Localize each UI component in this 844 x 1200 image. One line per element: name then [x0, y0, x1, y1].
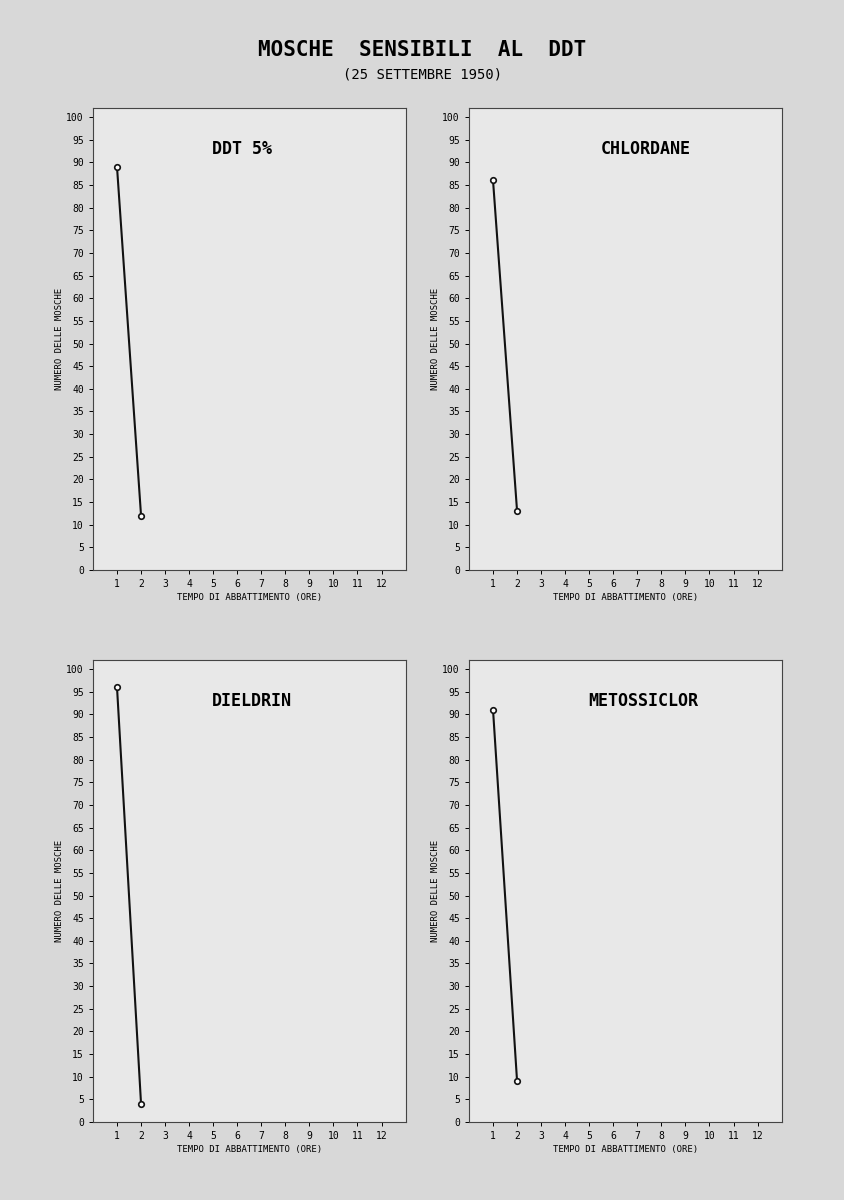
Y-axis label: NUMERO DELLE MOSCHE: NUMERO DELLE MOSCHE [430, 288, 439, 390]
X-axis label: TEMPO DI ABBATTIMENTO (ORE): TEMPO DI ABBATTIMENTO (ORE) [552, 593, 697, 602]
Text: DIELDRIN: DIELDRIN [212, 692, 291, 710]
Text: (25 SETTEMBRE 1950): (25 SETTEMBRE 1950) [343, 67, 501, 82]
X-axis label: TEMPO DI ABBATTIMENTO (ORE): TEMPO DI ABBATTIMENTO (ORE) [176, 593, 322, 602]
X-axis label: TEMPO DI ABBATTIMENTO (ORE): TEMPO DI ABBATTIMENTO (ORE) [176, 1145, 322, 1154]
Y-axis label: NUMERO DELLE MOSCHE: NUMERO DELLE MOSCHE [430, 840, 439, 942]
X-axis label: TEMPO DI ABBATTIMENTO (ORE): TEMPO DI ABBATTIMENTO (ORE) [552, 1145, 697, 1154]
Y-axis label: NUMERO DELLE MOSCHE: NUMERO DELLE MOSCHE [55, 840, 63, 942]
Y-axis label: NUMERO DELLE MOSCHE: NUMERO DELLE MOSCHE [55, 288, 63, 390]
Text: CHLORDANE: CHLORDANE [599, 140, 690, 158]
Text: DDT 5%: DDT 5% [212, 140, 272, 158]
Text: METOSSICLOR: METOSSICLOR [587, 692, 697, 710]
Text: MOSCHE  SENSIBILI  AL  DDT: MOSCHE SENSIBILI AL DDT [258, 41, 586, 60]
